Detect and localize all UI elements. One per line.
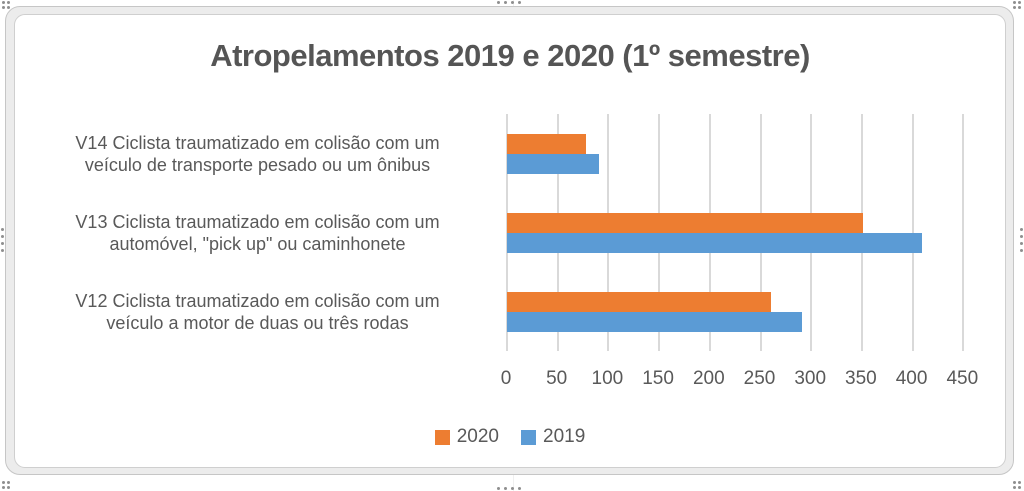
category-axis-label: V13 Ciclista traumatizado em colisão com…: [21, 193, 494, 272]
handle-dot: [518, 1, 521, 4]
resize-handle-bottom-center[interactable]: [497, 487, 521, 490]
handle-dot: [511, 487, 514, 490]
resize-handle-bottom-left[interactable]: [2, 481, 10, 489]
value-axis-tick-label: 200: [692, 368, 725, 389]
bar-2019-v12[interactable]: [507, 311, 803, 332]
resize-handle-top-left[interactable]: [2, 1, 10, 9]
value-axis-tick-label: 100: [591, 368, 624, 389]
major-gridline: [962, 114, 965, 351]
legend-swatch-icon: [434, 429, 450, 445]
handle-dot: [518, 487, 521, 490]
handle-dot: [1018, 1, 1021, 4]
handle-dot: [1, 235, 4, 238]
handle-dot: [504, 1, 507, 4]
handle-dot: [504, 487, 507, 490]
value-axis-tick-label: 150: [642, 368, 674, 389]
handle-dot: [497, 487, 500, 490]
category-axis[interactable]: V14 Ciclista traumatizado em colisão com…: [21, 114, 494, 351]
handle-dot: [7, 486, 10, 489]
legend-swatch-icon: [521, 429, 536, 445]
handle-dot: [7, 1, 10, 4]
bar-2019-v14[interactable]: [507, 153, 600, 174]
value-axis-tick-label: 50: [546, 368, 568, 389]
category-axis-label-text: V13 Ciclista traumatizado em colisão com…: [75, 211, 440, 254]
plot-area[interactable]: [506, 114, 978, 351]
value-axis-tick-label: 400: [895, 368, 928, 389]
category-axis-label-text: V14 Ciclista traumatizado em colisão com…: [75, 132, 440, 175]
handle-dot: [1020, 228, 1023, 231]
handle-dot: [1020, 235, 1023, 238]
handle-dot: [1018, 486, 1021, 489]
category-axis-label: V14 Ciclista traumatizado em colisão com…: [21, 114, 494, 193]
handle-dot: [1013, 481, 1016, 484]
bar-2020-v12[interactable]: [507, 291, 771, 312]
value-axis-tick-label: 250: [743, 368, 776, 389]
handle-dot: [2, 481, 5, 484]
handle-dot: [2, 486, 5, 489]
resize-handle-top-center[interactable]: [497, 1, 521, 4]
bar-2019-v13[interactable]: [507, 232, 922, 253]
legend-label: 2020: [456, 426, 499, 447]
handle-dot: [1013, 6, 1016, 9]
value-axis-tick-label: 0: [500, 368, 512, 389]
legend[interactable]: 2020 2019: [15, 426, 1005, 448]
chart-title[interactable]: Atropelamentos 2019 e 2020 (1º semestre): [210, 38, 810, 73]
category-axis-label: V12 Ciclista traumatizado em colisão com…: [21, 272, 494, 351]
value-axis-tick-label: 350: [845, 368, 877, 389]
bar-2020-v14[interactable]: [507, 133, 587, 154]
value-axis-tick-label: 450: [946, 368, 979, 389]
handle-dot: [1, 249, 4, 252]
handle-dot: [511, 1, 514, 4]
category-axis-label-text: V12 Ciclista traumatizado em colisão com…: [75, 290, 440, 333]
handle-dot: [1020, 242, 1023, 245]
handle-dot: [7, 6, 10, 9]
handle-dot: [2, 1, 5, 4]
legend-item-2020[interactable]: 2020: [434, 426, 499, 448]
value-axis-tick-label: 300: [794, 368, 827, 389]
handle-dot: [1, 242, 4, 245]
resize-handle-top-right[interactable]: [1013, 1, 1021, 9]
handle-dot: [497, 1, 500, 4]
chart-area[interactable]: Atropelamentos 2019 e 2020 (1º semestre)…: [14, 14, 1006, 468]
handle-dot: [2, 6, 5, 9]
resize-handle-left-middle[interactable]: [1, 228, 4, 252]
value-axis[interactable]: 0 50 100 150 200 250 300 350 400 450: [501, 368, 979, 392]
handle-dot: [1018, 6, 1021, 9]
resize-handle-bottom-right[interactable]: [1013, 481, 1021, 489]
legend-label: 2019: [543, 426, 586, 447]
handle-dot: [1, 228, 4, 231]
handle-dot: [1018, 481, 1021, 484]
handle-dot: [1013, 1, 1016, 4]
legend-item-2019[interactable]: 2019: [521, 426, 585, 448]
bar-2020-v13[interactable]: [507, 212, 863, 233]
handle-dot: [7, 481, 10, 484]
resize-handle-right-middle[interactable]: [1020, 228, 1023, 252]
handle-dot: [1013, 486, 1016, 489]
handle-dot: [1020, 249, 1023, 252]
